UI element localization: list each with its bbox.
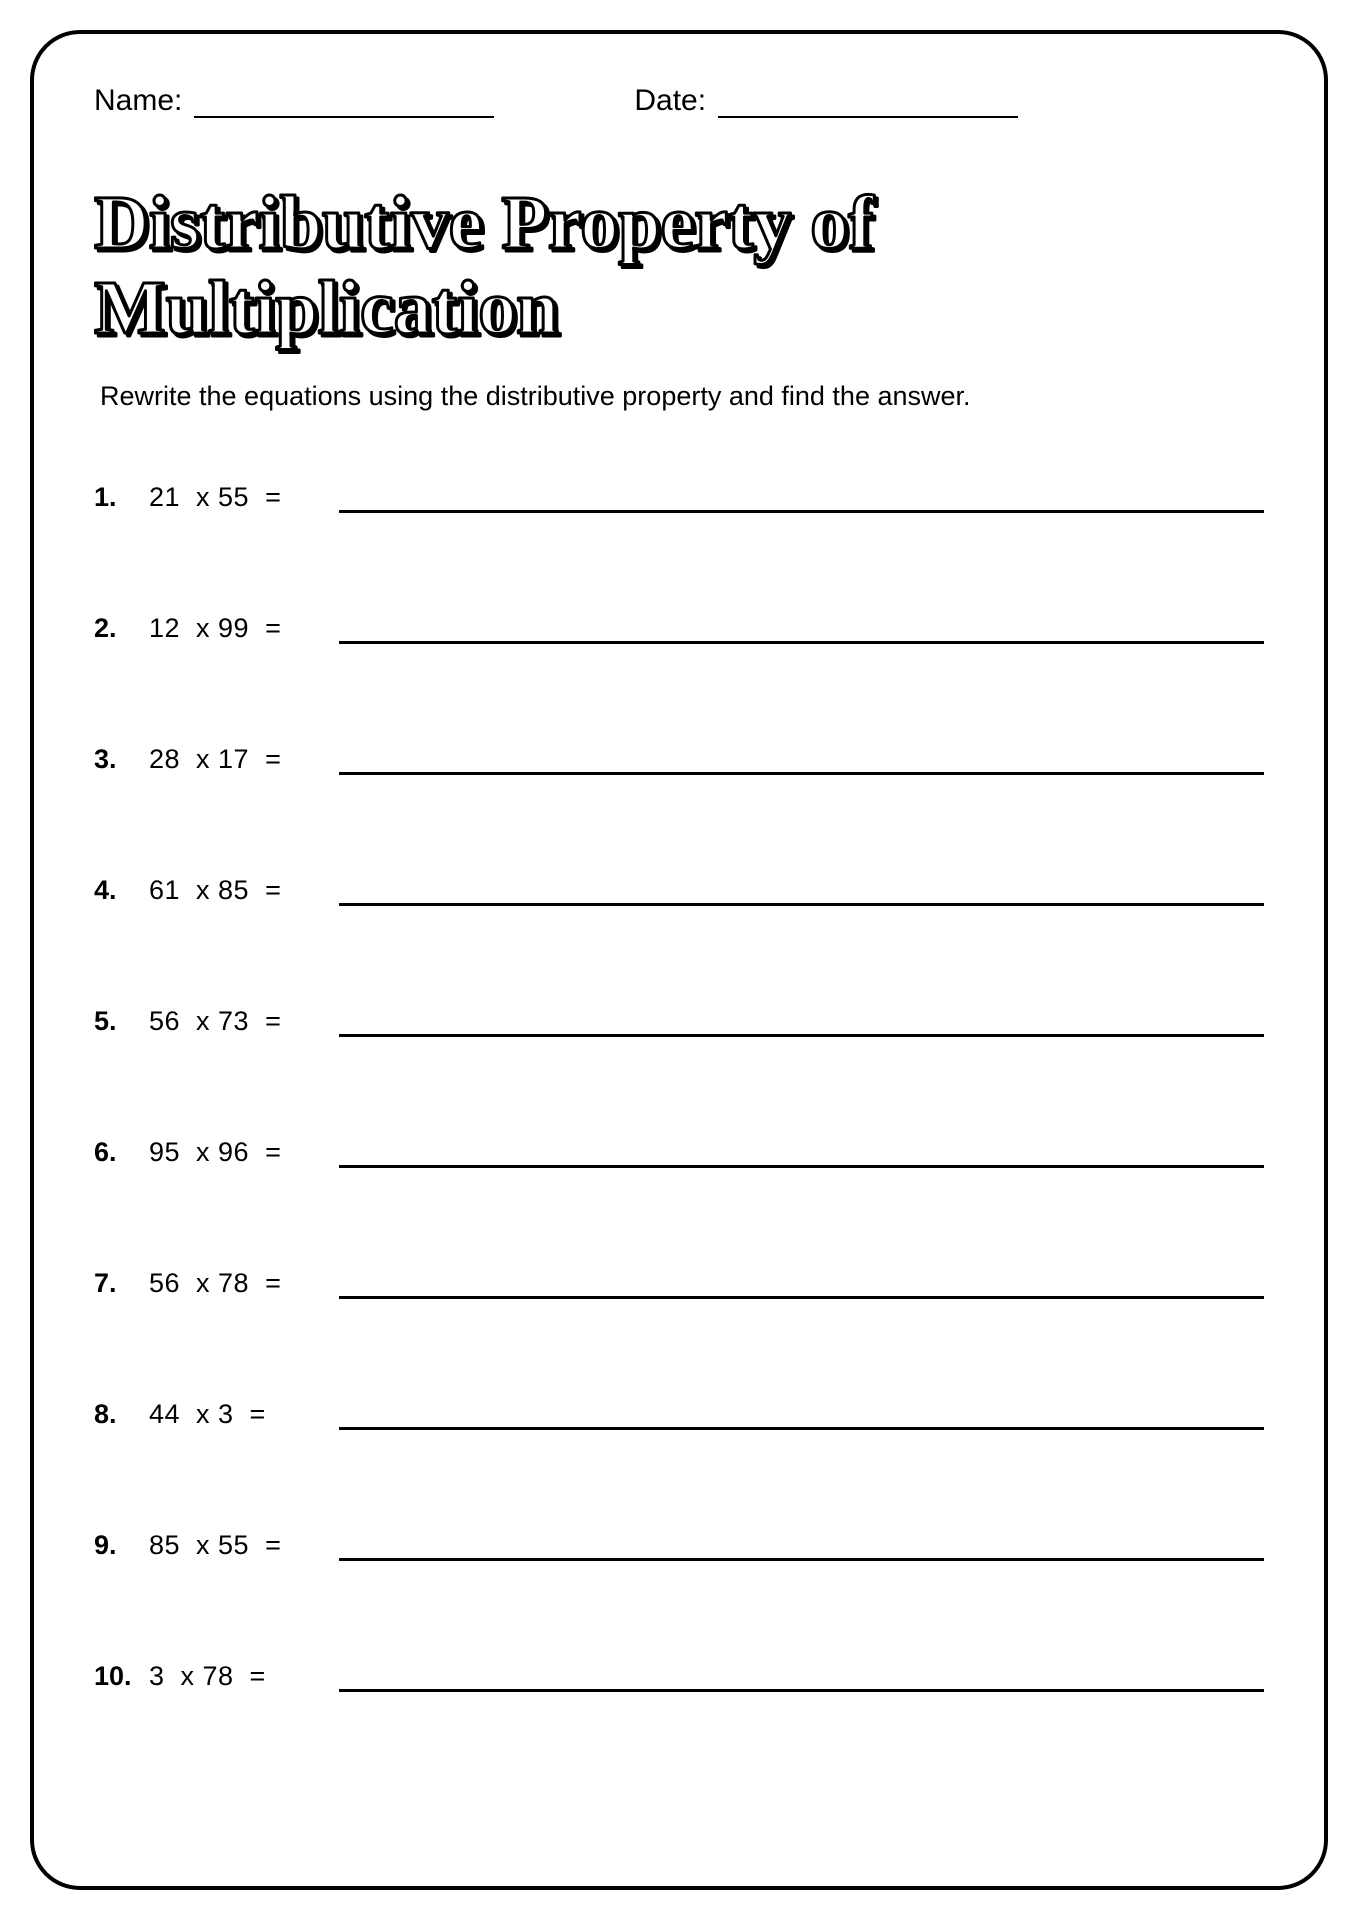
date-field: Date: — [634, 84, 1018, 118]
answer-blank-line[interactable] — [339, 616, 1264, 644]
problem-row: 1. 21 x 55 = — [94, 482, 1264, 513]
problem-number: 9. — [94, 1530, 149, 1561]
worksheet-frame: Name: Date: Distributive Property of Mul… — [30, 30, 1328, 1890]
problem-expression: 3 x 78 = — [149, 1661, 329, 1692]
header-row: Name: Date: — [94, 84, 1264, 118]
svg-text:Distributive Property of: Distributive Property of — [94, 181, 875, 265]
problem-number: 3. — [94, 744, 149, 775]
svg-text:Multiplication: Multiplication — [94, 266, 558, 350]
problem-expression: 21 x 55 = — [149, 482, 329, 513]
problem-expression: 95 x 96 = — [149, 1137, 329, 1168]
answer-blank-line[interactable] — [339, 1009, 1264, 1037]
problem-expression: 56 x 78 = — [149, 1268, 329, 1299]
answer-blank-line[interactable] — [339, 1402, 1264, 1430]
name-blank-line[interactable] — [194, 88, 494, 118]
problem-row: 6. 95 x 96 = — [94, 1137, 1264, 1168]
problem-row: 2. 12 x 99 = — [94, 613, 1264, 644]
problem-expression: 61 x 85 = — [149, 875, 329, 906]
problem-expression: 28 x 17 = — [149, 744, 329, 775]
answer-blank-line[interactable] — [339, 878, 1264, 906]
name-label: Name: — [94, 84, 182, 118]
problem-expression: 12 x 99 = — [149, 613, 329, 644]
problem-row: 9. 85 x 55 = — [94, 1530, 1264, 1561]
problem-number: 8. — [94, 1399, 149, 1430]
name-field: Name: — [94, 84, 494, 118]
date-blank-line[interactable] — [718, 88, 1018, 118]
problem-expression: 85 x 55 = — [149, 1530, 329, 1561]
problem-row: 3. 28 x 17 = — [94, 744, 1264, 775]
answer-blank-line[interactable] — [339, 1140, 1264, 1168]
problem-number: 4. — [94, 875, 149, 906]
worksheet-title: Distributive Property of Multiplication — [94, 178, 1274, 358]
problem-number: 6. — [94, 1137, 149, 1168]
answer-blank-line[interactable] — [339, 1664, 1264, 1692]
problem-row: 8. 44 x 3 = — [94, 1399, 1264, 1430]
problem-number: 10. — [94, 1661, 149, 1692]
problem-row: 7. 56 x 78 = — [94, 1268, 1264, 1299]
problem-expression: 44 x 3 = — [149, 1399, 329, 1430]
answer-blank-line[interactable] — [339, 485, 1264, 513]
date-label: Date: — [634, 84, 706, 118]
problem-number: 1. — [94, 482, 149, 513]
problem-number: 2. — [94, 613, 149, 644]
problem-row: 10. 3 x 78 = — [94, 1661, 1264, 1692]
problem-row: 4. 61 x 85 = — [94, 875, 1264, 906]
answer-blank-line[interactable] — [339, 747, 1264, 775]
problem-expression: 56 x 73 = — [149, 1006, 329, 1037]
problem-row: 5. 56 x 73 = — [94, 1006, 1264, 1037]
answer-blank-line[interactable] — [339, 1271, 1264, 1299]
problem-number: 5. — [94, 1006, 149, 1037]
answer-blank-line[interactable] — [339, 1533, 1264, 1561]
instructions-text: Rewrite the equations using the distribu… — [100, 381, 1264, 412]
problem-number: 7. — [94, 1268, 149, 1299]
problems-list: 1. 21 x 55 = 2. 12 x 99 = 3. 28 x 17 = 4… — [94, 482, 1264, 1692]
